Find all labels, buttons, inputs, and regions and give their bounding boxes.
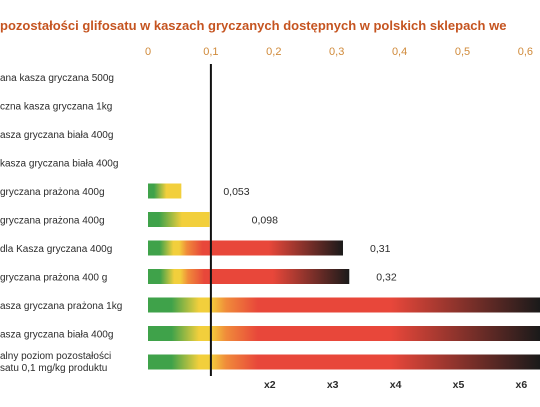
x-tick-label: 0,1 xyxy=(203,46,218,58)
category-label: dla Kasza gryczana 400g xyxy=(0,244,112,255)
category-label: satu 0,1 mg/kg produktu xyxy=(0,363,107,374)
category-label: asza gryczana prażona 1kg xyxy=(0,301,122,312)
category-label: alny poziom pozostałości xyxy=(0,351,111,362)
bar xyxy=(148,297,540,313)
category-label: asza gryczana biała 400g xyxy=(0,330,113,341)
category-label: kasza gryczana biała 400g xyxy=(0,159,118,170)
multiplier-label: x4 xyxy=(390,379,402,391)
category-label: asza gryczana biała 400g xyxy=(0,130,113,141)
x-tick-label: 0,5 xyxy=(455,46,470,58)
x-tick-label: 0,2 xyxy=(266,46,281,58)
bar xyxy=(148,354,540,370)
data-label: 0,32 xyxy=(376,272,397,284)
data-label: 0,098 xyxy=(252,215,278,227)
multiplier-label: x2 xyxy=(264,379,276,391)
multiplier-label: x5 xyxy=(453,379,465,391)
multiplier-label: x3 xyxy=(327,379,339,391)
x-tick-label: 0 xyxy=(145,46,151,58)
category-label: gryczana prażona 400g xyxy=(0,216,105,227)
x-tick-label: 0,6 xyxy=(518,46,533,58)
chart-title: pozostałości glifosatu w kaszach gryczan… xyxy=(0,18,507,33)
bar xyxy=(148,326,540,341)
category-label: gryczana prażona 400 g xyxy=(0,273,107,284)
category-label: ana kasza gryczana 500g xyxy=(0,73,114,84)
bar xyxy=(148,240,343,256)
data-label: 0,053 xyxy=(223,186,249,198)
data-label: 0,31 xyxy=(370,243,391,255)
bar xyxy=(148,183,182,199)
bar xyxy=(148,269,350,284)
category-label: gryczana prażona 400g xyxy=(0,187,105,198)
x-tick-label: 0,4 xyxy=(392,46,407,58)
x-tick-label: 0,3 xyxy=(329,46,344,58)
multiplier-label: x6 xyxy=(516,379,528,391)
bar xyxy=(148,212,210,227)
category-label: czna kasza gryczana 1kg xyxy=(0,102,112,113)
